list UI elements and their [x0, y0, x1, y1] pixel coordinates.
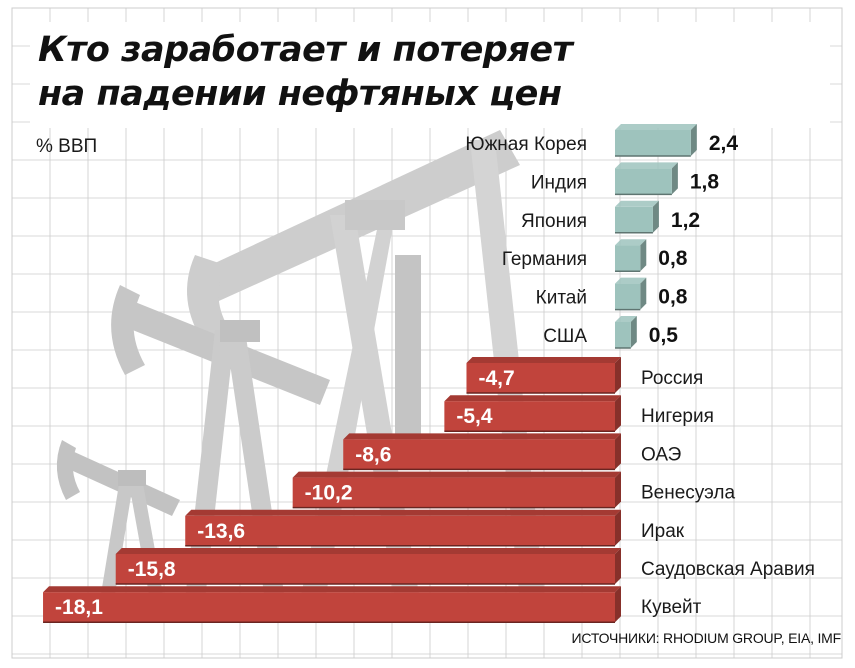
bar-positive [615, 239, 647, 272]
bar-negative [185, 509, 622, 547]
value-label: -10,2 [305, 482, 353, 505]
bar-negative [43, 586, 622, 623]
bar-front-face [615, 168, 672, 195]
value-label: -15,8 [128, 558, 176, 581]
bar-front-face [615, 283, 641, 310]
bar-front-face [115, 554, 615, 584]
value-label: 0,8 [658, 286, 688, 309]
value-label: 1,2 [671, 209, 700, 232]
bar-top-face [444, 395, 621, 402]
bar-side-face [615, 586, 621, 623]
chart-title-line-2: на падении нефтяных цен [38, 74, 562, 114]
bar-top-face [343, 433, 621, 440]
bar-top-face [615, 316, 637, 322]
bar-side-face [640, 239, 647, 272]
bar-side-face [690, 124, 697, 156]
unit-label: % ВВП [36, 136, 98, 157]
value-label: -5,4 [456, 405, 493, 428]
bar-side-face [615, 357, 621, 393]
bar-side-face [652, 200, 659, 233]
bar-side-face [615, 471, 621, 508]
bar-negative [444, 395, 621, 432]
bar-front-face [292, 477, 615, 508]
bar-front-face [185, 515, 616, 546]
bar-front-face [615, 206, 653, 233]
category-label: Ирак [641, 521, 685, 542]
title-panel [30, 22, 830, 128]
category-label: Южная Корея [465, 134, 587, 155]
value-label: -4,7 [478, 367, 514, 390]
bar-top-face [185, 509, 622, 516]
bar-front-face [343, 439, 615, 470]
bar-front-face [444, 401, 615, 432]
category-labels: Южная Корея Индия Япония Германия Китай США Ро… [465, 134, 814, 618]
bar-positive [615, 277, 647, 311]
bar-negative [115, 548, 621, 585]
bar-side-face [615, 395, 621, 432]
bar-top-face [43, 586, 622, 593]
bar-side-face [671, 162, 678, 195]
bar-top-face [292, 471, 621, 478]
value-label: 0,5 [649, 324, 679, 347]
bar-side-face [615, 548, 621, 584]
value-label: 0,8 [658, 247, 688, 270]
value-label: 2,4 [709, 132, 739, 155]
bar-positive [615, 200, 659, 234]
value-labels: 2,4 1,8 1,2 0,8 0,8 0,5 -4,7 -5,4 -8,6-10,2 -13,6… [55, 132, 738, 619]
bar-top-face [615, 162, 678, 169]
value-label: -13,6 [197, 520, 245, 543]
chart-title: Кто заработает и потеряет на падении неф… [38, 28, 573, 116]
bar-positive [615, 162, 678, 196]
bar-side-face [640, 277, 647, 310]
bar-top-face [466, 357, 621, 363]
category-label: Кувейт [641, 597, 702, 618]
bar-top-face [615, 200, 659, 207]
bar-top-face [615, 277, 647, 284]
bar-negative [292, 471, 621, 509]
source-note: ИСТОЧНИКИ: RHODIUM GROUP, EIA, IMF [571, 630, 842, 646]
bar-front-face [43, 592, 616, 623]
category-label: ОАЭ [641, 444, 681, 465]
category-label: Венесуэла [641, 483, 735, 504]
category-label: Нигерия [641, 406, 714, 427]
category-label: Германия [502, 249, 587, 270]
value-label: -8,6 [355, 443, 391, 466]
category-label: Индия [531, 172, 587, 193]
bar-top-face [115, 548, 621, 554]
category-label: Япония [521, 211, 587, 232]
category-label: США [543, 326, 587, 347]
category-label: Китай [536, 288, 587, 309]
value-label: 1,8 [690, 170, 720, 193]
bar-front-face [615, 322, 631, 348]
bar-side-face [615, 433, 621, 470]
category-label: Россия [641, 368, 703, 389]
bar-front-face [615, 245, 641, 272]
bar-positive [615, 124, 697, 157]
bar-top-face [615, 124, 697, 130]
category-label: Саудовская Аравия [641, 559, 815, 580]
bar-front-face [615, 130, 691, 156]
value-label: -18,1 [55, 596, 103, 619]
bar-front-face [466, 363, 615, 393]
bar-negative [343, 433, 621, 471]
bar-positive [615, 316, 637, 349]
bar-side-face [615, 509, 621, 546]
bar-negative [466, 357, 621, 394]
bar-side-face [630, 316, 637, 348]
chart-title-line-1: Кто заработает и потеряет [38, 30, 573, 70]
bar-top-face [615, 239, 647, 246]
bars [43, 124, 697, 623]
